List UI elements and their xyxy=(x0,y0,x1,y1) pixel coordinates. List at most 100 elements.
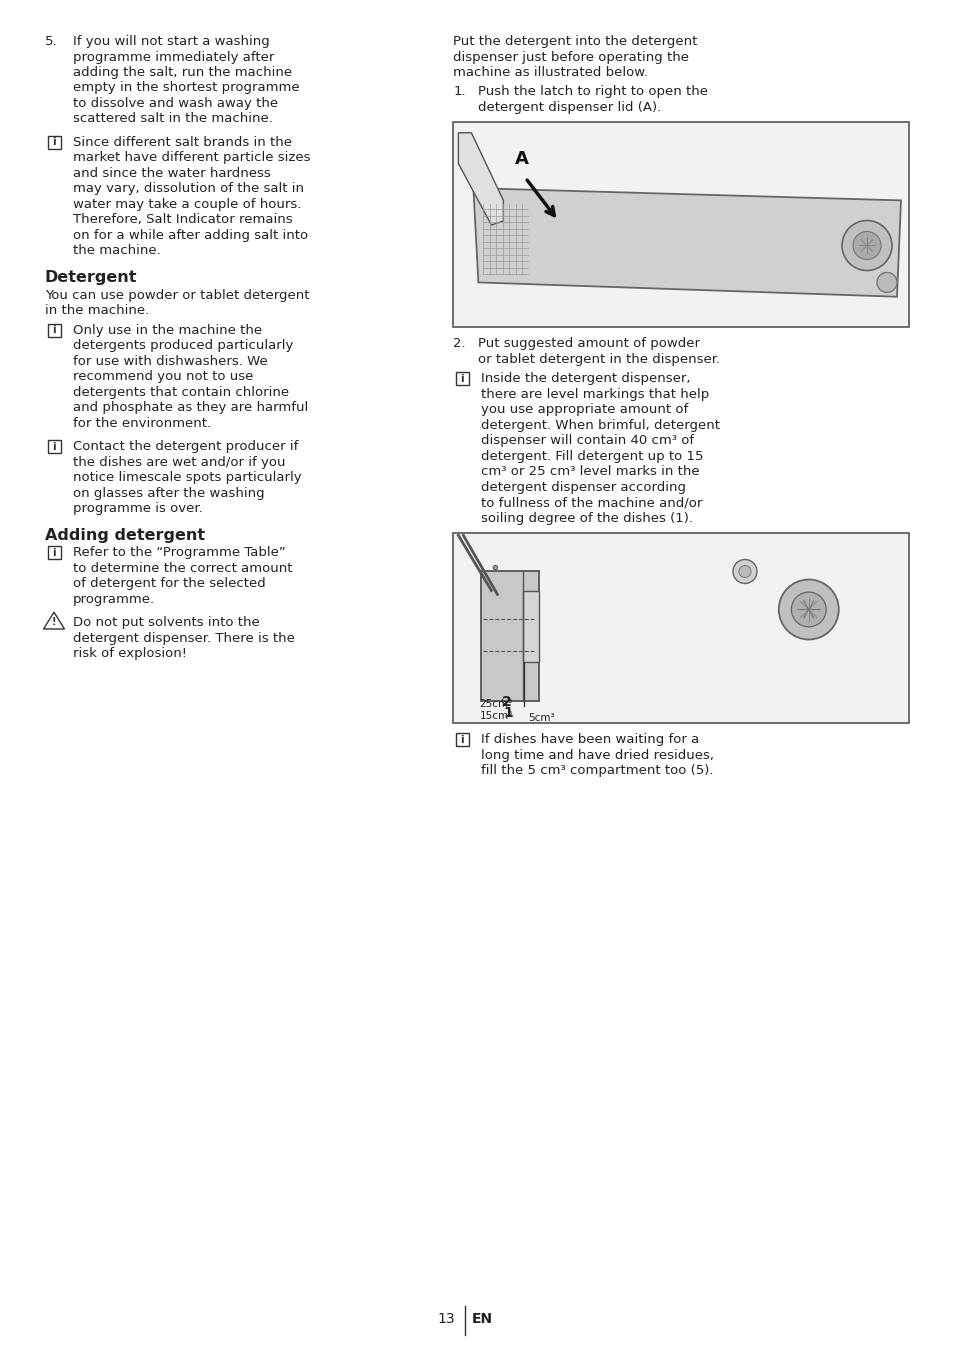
Bar xyxy=(522,590,538,662)
Text: i: i xyxy=(52,138,56,148)
Text: market have different particle sizes: market have different particle sizes xyxy=(73,152,310,164)
Circle shape xyxy=(876,272,896,292)
Text: there are level markings that help: there are level markings that help xyxy=(481,389,709,401)
Text: 1.: 1. xyxy=(453,85,465,99)
Text: detergent. When brimful, detergent: detergent. When brimful, detergent xyxy=(481,418,720,432)
Text: Inside the detergent dispenser,: Inside the detergent dispenser, xyxy=(481,372,690,386)
Text: Therefore, Salt Indicator remains: Therefore, Salt Indicator remains xyxy=(73,214,293,226)
Text: You can use powder or tablet detergent: You can use powder or tablet detergent xyxy=(45,288,309,302)
Text: programme is over.: programme is over. xyxy=(73,502,203,515)
Polygon shape xyxy=(457,133,503,225)
Text: detergent dispenser. There is the: detergent dispenser. There is the xyxy=(73,632,294,645)
Text: recommend you not to use: recommend you not to use xyxy=(73,370,253,383)
FancyBboxPatch shape xyxy=(48,135,60,149)
Text: Contact the detergent producer if: Contact the detergent producer if xyxy=(73,440,298,454)
Circle shape xyxy=(852,232,880,260)
Text: Since different salt brands in the: Since different salt brands in the xyxy=(73,135,292,149)
Text: EN: EN xyxy=(472,1312,493,1327)
Text: Adding detergent: Adding detergent xyxy=(45,528,205,543)
Text: detergent. Fill detergent up to 15: detergent. Fill detergent up to 15 xyxy=(481,450,703,463)
Text: Put suggested amount of powder: Put suggested amount of powder xyxy=(477,337,700,351)
FancyBboxPatch shape xyxy=(48,546,60,559)
Text: Only use in the machine the: Only use in the machine the xyxy=(73,324,262,337)
Text: of detergent for the selected: of detergent for the selected xyxy=(73,577,266,590)
Text: programme immediately after: programme immediately after xyxy=(73,50,274,64)
Text: 13: 13 xyxy=(436,1312,455,1327)
Text: for use with dishwashers. We: for use with dishwashers. We xyxy=(73,355,268,367)
Text: i: i xyxy=(52,325,56,334)
Text: or tablet detergent in the dispenser.: or tablet detergent in the dispenser. xyxy=(477,353,720,366)
Circle shape xyxy=(778,580,838,639)
Text: notice limescale spots particularly: notice limescale spots particularly xyxy=(73,471,301,485)
Text: i: i xyxy=(52,548,56,558)
Text: detergent dispenser according: detergent dispenser according xyxy=(481,481,685,494)
Circle shape xyxy=(791,592,825,627)
Text: and since the water hardness: and since the water hardness xyxy=(73,167,271,180)
Text: dispenser just before operating the: dispenser just before operating the xyxy=(453,50,689,64)
Text: i: i xyxy=(52,441,56,452)
Text: adding the salt, run the machine: adding the salt, run the machine xyxy=(73,66,292,79)
Bar xyxy=(453,533,908,723)
Text: i: i xyxy=(460,735,464,745)
Text: on for a while after adding salt into: on for a while after adding salt into xyxy=(73,229,308,242)
Text: Put the detergent into the detergent: Put the detergent into the detergent xyxy=(453,35,697,47)
Text: long time and have dried residues,: long time and have dried residues, xyxy=(481,749,714,762)
Text: on glasses after the washing: on glasses after the washing xyxy=(73,486,264,500)
Text: cm³ or 25 cm³ level marks in the: cm³ or 25 cm³ level marks in the xyxy=(481,466,700,478)
Text: to dissolve and wash away the: to dissolve and wash away the xyxy=(73,97,278,110)
Text: 25cm³: 25cm³ xyxy=(478,700,512,709)
Text: If you will not start a washing: If you will not start a washing xyxy=(73,35,270,47)
FancyBboxPatch shape xyxy=(48,324,60,337)
Text: you use appropriate amount of: you use appropriate amount of xyxy=(481,403,688,417)
Text: empty in the shortest programme: empty in the shortest programme xyxy=(73,81,299,95)
Circle shape xyxy=(739,566,750,578)
Text: machine as illustrated below.: machine as illustrated below. xyxy=(453,66,648,79)
Circle shape xyxy=(486,573,490,578)
Text: risk of explosion!: risk of explosion! xyxy=(73,647,187,661)
Text: Refer to the “Programme Table”: Refer to the “Programme Table” xyxy=(73,546,286,559)
Text: for the environment.: for the environment. xyxy=(73,417,211,429)
Text: Push the latch to right to open the: Push the latch to right to open the xyxy=(477,85,708,99)
Text: water may take a couple of hours.: water may take a couple of hours. xyxy=(73,198,301,211)
Text: !: ! xyxy=(51,617,56,627)
Circle shape xyxy=(493,566,497,570)
Text: and phosphate as they are harmful: and phosphate as they are harmful xyxy=(73,401,308,414)
Text: 1: 1 xyxy=(503,707,513,720)
Text: to determine the correct amount: to determine the correct amount xyxy=(73,562,293,574)
Text: detergents produced particularly: detergents produced particularly xyxy=(73,338,294,352)
Text: fill the 5 cm³ compartment too (5).: fill the 5 cm³ compartment too (5). xyxy=(481,765,713,777)
Text: scattered salt in the machine.: scattered salt in the machine. xyxy=(73,112,273,126)
Text: i: i xyxy=(460,374,464,385)
Circle shape xyxy=(841,221,891,271)
Polygon shape xyxy=(473,188,900,297)
Circle shape xyxy=(497,588,502,593)
FancyBboxPatch shape xyxy=(456,734,468,746)
Circle shape xyxy=(496,578,500,584)
Text: 15cm³: 15cm³ xyxy=(478,711,512,722)
Circle shape xyxy=(491,592,495,597)
Text: 2.: 2. xyxy=(453,337,465,351)
Circle shape xyxy=(480,586,485,590)
Text: soiling degree of the dishes (1).: soiling degree of the dishes (1). xyxy=(481,512,693,525)
Text: in the machine.: in the machine. xyxy=(45,305,149,317)
Text: Detergent: Detergent xyxy=(45,269,137,284)
Text: 2: 2 xyxy=(501,696,512,709)
Text: detergent dispenser lid (A).: detergent dispenser lid (A). xyxy=(477,102,661,114)
Text: to fullness of the machine and/or: to fullness of the machine and/or xyxy=(481,497,702,509)
Text: Do not put solvents into the: Do not put solvents into the xyxy=(73,616,259,630)
Text: dispenser will contain 40 cm³ of: dispenser will contain 40 cm³ of xyxy=(481,435,694,448)
Polygon shape xyxy=(44,612,65,630)
FancyBboxPatch shape xyxy=(456,372,468,386)
Text: the dishes are wet and/or if you: the dishes are wet and/or if you xyxy=(73,455,285,468)
Bar xyxy=(481,571,538,701)
Text: 5cm³: 5cm³ xyxy=(528,714,555,723)
Text: programme.: programme. xyxy=(73,593,155,605)
Circle shape xyxy=(732,559,756,584)
Bar xyxy=(453,122,908,328)
Circle shape xyxy=(484,596,488,600)
Circle shape xyxy=(489,582,493,588)
Text: the machine.: the machine. xyxy=(73,245,161,257)
Text: If dishes have been waiting for a: If dishes have been waiting for a xyxy=(481,734,699,746)
Text: may vary, dissolution of the salt in: may vary, dissolution of the salt in xyxy=(73,183,304,195)
FancyBboxPatch shape xyxy=(48,440,60,454)
